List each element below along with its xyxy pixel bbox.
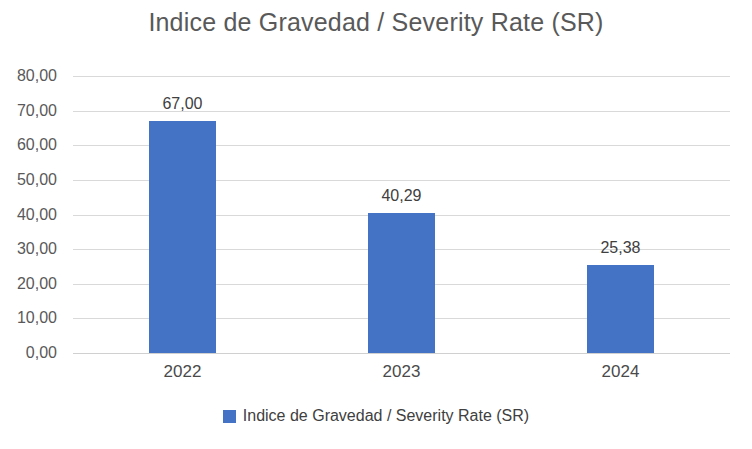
legend: Indice de Gravedad / Severity Rate (SR) <box>0 407 752 425</box>
legend-swatch <box>223 410 236 423</box>
bar-2024 <box>587 265 654 353</box>
y-axis-tick-label: 60,00 <box>17 135 57 154</box>
y-axis-tick-label: 0,00 <box>26 343 57 362</box>
y-axis: 0,0010,0020,0030,0040,0050,0060,0070,008… <box>0 76 57 353</box>
plot-area: 67,00 40,29 25,38 <box>73 76 730 354</box>
y-axis-tick-label: 10,00 <box>17 308 57 327</box>
bar-2022 <box>149 121 216 353</box>
gridline <box>73 76 730 77</box>
data-label: 25,38 <box>576 239 666 257</box>
chart-title: Indice de Gravedad / Severity Rate (SR) <box>0 8 752 37</box>
legend-label: Indice de Gravedad / Severity Rate (SR) <box>243 407 529 425</box>
x-axis-tick-label: 2023 <box>357 362 447 382</box>
y-axis-tick-label: 30,00 <box>17 239 57 258</box>
y-axis-tick-label: 50,00 <box>17 170 57 189</box>
bar-2023 <box>368 213 435 353</box>
y-axis-tick-label: 20,00 <box>17 274 57 293</box>
x-axis: 2022 2023 2024 <box>73 362 730 384</box>
bar-chart: Indice de Gravedad / Severity Rate (SR) … <box>0 0 752 449</box>
data-label: 67,00 <box>138 95 228 113</box>
y-axis-tick-label: 70,00 <box>17 101 57 120</box>
y-axis-tick-label: 80,00 <box>17 66 57 85</box>
x-axis-tick-label: 2022 <box>138 362 228 382</box>
data-label: 40,29 <box>357 187 447 205</box>
x-axis-tick-label: 2024 <box>576 362 666 382</box>
y-axis-tick-label: 40,00 <box>17 205 57 224</box>
